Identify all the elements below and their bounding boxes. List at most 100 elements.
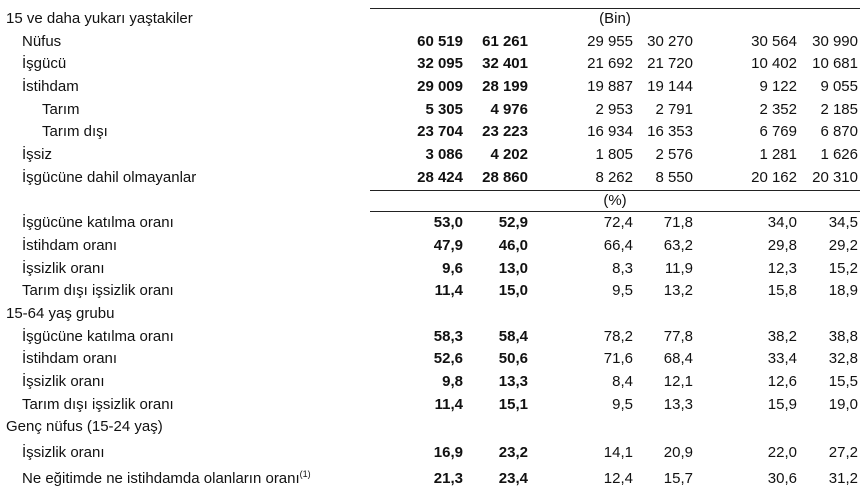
row-label: İşsizlik oranı xyxy=(22,259,105,277)
cell: 58,4 xyxy=(498,327,528,345)
section-1564-row: 15-64 yaş grubu xyxy=(0,303,860,326)
cell: 52,6 xyxy=(433,350,463,368)
cell: 4 976 xyxy=(490,100,528,118)
cell: 20 162 xyxy=(751,168,797,186)
cell: 33,4 xyxy=(767,350,797,368)
unit-thousands: (Bin) xyxy=(599,10,631,27)
cell: 12,4 xyxy=(603,470,633,488)
table-row: İstihdam oranı 47,9 46,0 66,4 63,2 29,8 … xyxy=(0,235,860,258)
cell: 30 990 xyxy=(812,32,858,50)
cell: 66,4 xyxy=(603,236,633,254)
cell: 6 870 xyxy=(820,123,858,141)
cell: 19 887 xyxy=(587,78,633,96)
cell: 50,6 xyxy=(498,350,528,368)
table-row: Ne eğitimde ne istihdamda olanların oran… xyxy=(0,466,860,492)
cell: 16,9 xyxy=(433,444,463,462)
cell: 20,9 xyxy=(663,444,693,462)
row-label: Nüfus xyxy=(22,32,62,50)
cell: 28 199 xyxy=(482,78,528,96)
cell: 52,9 xyxy=(498,214,528,232)
row-label: İstihdam oranı xyxy=(22,350,118,368)
cell: 9,5 xyxy=(612,282,633,300)
cell: 71,8 xyxy=(663,214,693,232)
cell: 77,8 xyxy=(663,327,693,345)
cell: 30 564 xyxy=(751,32,797,50)
cell: 13,2 xyxy=(663,282,693,300)
cell: 38,8 xyxy=(828,327,858,345)
section-title-youth: Genç nüfus (15-24 yaş) xyxy=(6,418,163,436)
cell: 21 720 xyxy=(647,55,693,73)
cell: 13,0 xyxy=(498,259,528,277)
cell: 8,3 xyxy=(612,259,633,277)
cell: 22,0 xyxy=(767,444,797,462)
unit-percent: (%) xyxy=(603,191,627,209)
cell: 46,0 xyxy=(498,236,528,254)
cell: 23 704 xyxy=(417,123,463,141)
cell: 16 934 xyxy=(587,123,633,141)
cell: 31,2 xyxy=(828,470,858,488)
cell: 10 681 xyxy=(812,55,858,73)
cell: 11,9 xyxy=(664,259,693,277)
table-row: İşsizlik oranı 9,8 13,3 8,4 12,1 12,6 15… xyxy=(0,371,860,394)
cell: 16 353 xyxy=(647,123,693,141)
row-label: Tarım dışı işsizlik oranı xyxy=(22,395,174,413)
cell: 1 281 xyxy=(759,146,797,164)
row-label: İstihdam xyxy=(22,78,79,96)
cell: 4 202 xyxy=(490,146,528,164)
cell: 2 953 xyxy=(595,100,633,118)
percent-unit-row: (%) xyxy=(0,189,860,213)
cell: 29 955 xyxy=(587,32,633,50)
cell: 13,3 xyxy=(663,395,693,413)
row-label: İşgücüne katılma oranı xyxy=(22,327,174,345)
cell: 9 055 xyxy=(820,78,858,96)
cell: 2 791 xyxy=(655,100,693,118)
cell: 20 310 xyxy=(812,168,858,186)
cell: 18,9 xyxy=(828,282,858,300)
table-row: İstihdam 29 009 28 199 19 887 19 144 9 1… xyxy=(0,76,860,99)
cell: 60 519 xyxy=(417,32,463,50)
cell: 29,2 xyxy=(828,236,858,254)
cell: 2 352 xyxy=(759,100,797,118)
cell: 72,4 xyxy=(603,214,633,232)
row-label: Tarım xyxy=(42,100,80,118)
row-label: İstihdam oranı xyxy=(22,236,118,254)
cell: 2 576 xyxy=(655,146,693,164)
cell: 1 626 xyxy=(820,146,858,164)
cell: 47,9 xyxy=(433,236,463,254)
header-rule xyxy=(370,8,860,9)
cell: 6 769 xyxy=(759,123,797,141)
cell: 19,0 xyxy=(828,395,858,413)
cell: 12,1 xyxy=(663,373,693,390)
table-row: Tarım 5 305 4 976 2 953 2 791 2 352 2 18… xyxy=(0,99,860,122)
cell: 63,2 xyxy=(663,236,693,254)
cell: 8 262 xyxy=(595,168,633,186)
cell: 21 692 xyxy=(587,55,633,73)
row-label: İşgücüne dahil olmayanlar xyxy=(22,168,197,186)
table-row: İşgücüne dahil olmayanlar 28 424 28 860 … xyxy=(0,167,860,190)
cell: 78,2 xyxy=(603,327,633,345)
cell: 12,3 xyxy=(767,259,797,277)
cell: 12,6 xyxy=(767,373,797,390)
year-header-row: 2018 2019 2018 2019 2018 2019 xyxy=(0,0,860,8)
cell: 29,8 xyxy=(767,236,797,254)
cell: 53,0 xyxy=(433,214,463,232)
cell: 15,7 xyxy=(663,470,693,488)
table-row: İşsiz 3 086 4 202 1 805 2 576 1 281 1 62… xyxy=(0,144,860,167)
table-row: Tarım dışı işsizlik oranı 11,4 15,1 9,5 … xyxy=(0,394,860,417)
cell: 30,6 xyxy=(767,470,797,488)
cell: 23,2 xyxy=(498,444,528,462)
section-15plus-row: 15 ve daha yukarı yaştakiler (Bin) xyxy=(0,8,860,31)
cell: 9,8 xyxy=(442,373,463,390)
table-row: Tarım dışı işsizlik oranı 11,4 15,0 9,5 … xyxy=(0,280,860,303)
section-title-15plus: 15 ve daha yukarı yaştakiler xyxy=(6,10,193,27)
section-youth-row: Genç nüfus (15-24 yaş) xyxy=(0,416,860,439)
cell: 14,1 xyxy=(603,444,633,462)
cell: 8 550 xyxy=(655,168,693,186)
cell: 27,2 xyxy=(828,444,858,462)
table-row: İşgücü 32 095 32 401 21 692 21 720 10 40… xyxy=(0,53,860,76)
cell: 23 223 xyxy=(482,123,528,141)
table-row: İstihdam oranı 52,6 50,6 71,6 68,4 33,4 … xyxy=(0,348,860,371)
row-label: Tarım dışı xyxy=(42,123,108,141)
cell: 15,8 xyxy=(767,282,797,300)
